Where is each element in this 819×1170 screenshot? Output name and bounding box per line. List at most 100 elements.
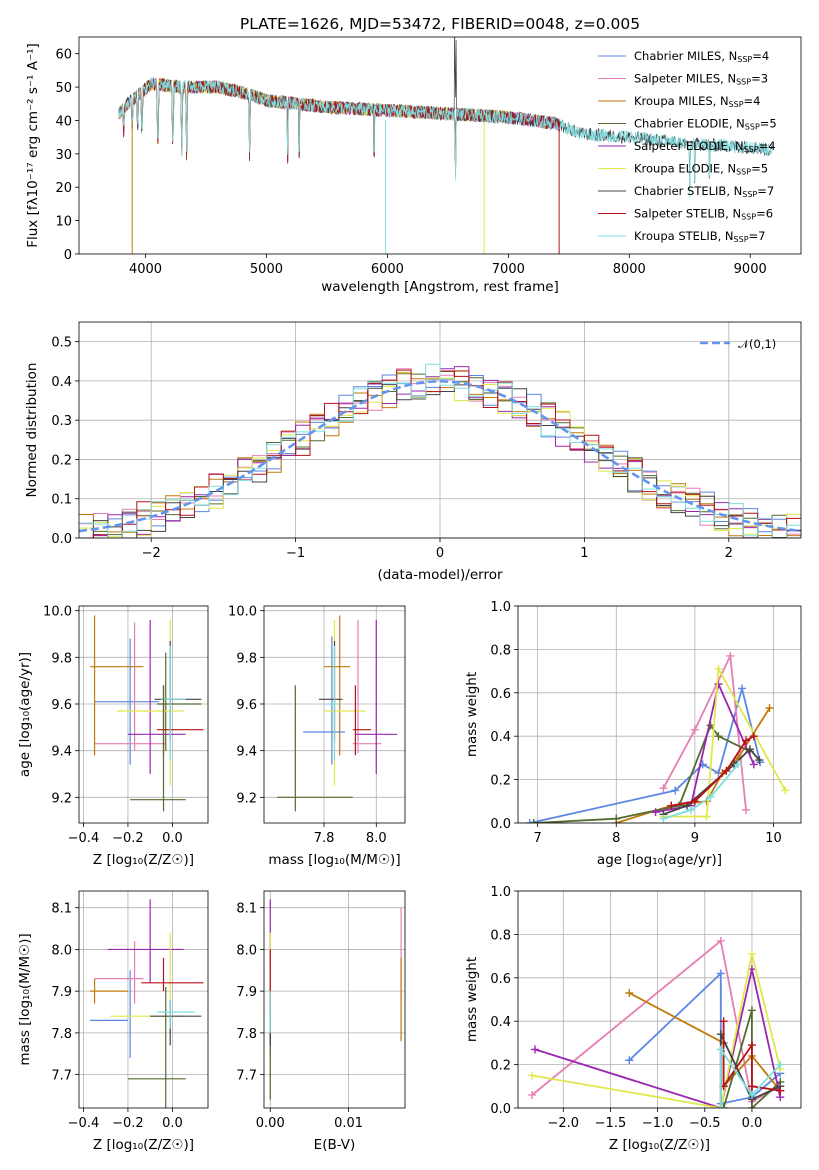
- data-point-marker: [776, 1086, 785, 1095]
- y-tick-label: 0.3: [51, 414, 72, 429]
- age_vs_mass-panel: 7.8 8.0 9.2 9.4 9.6 9.8 10.0 mass [log₁₀(M/M☉)]: [228, 605, 406, 868]
- legend-entry-sub: SSP: [744, 145, 759, 154]
- y-tick-label: 7.8: [236, 1027, 257, 1042]
- x-tick-label: −1: [286, 546, 305, 561]
- y-tick-label: 0.5: [51, 336, 72, 351]
- data-point-marker: [702, 812, 711, 821]
- y-tick-label: 9.8: [236, 651, 257, 666]
- x-tick-label: 8000: [613, 262, 646, 277]
- x-tick-label: −2: [142, 546, 161, 561]
- y-tick-label: 8.0: [236, 943, 257, 958]
- y-axis-label: age [log₁₀(age/yr)]: [17, 652, 33, 777]
- legend-entry-sub: SSP: [734, 235, 749, 244]
- x-axis-label: Z [log₁₀(Z/Z☉)]: [93, 1137, 194, 1153]
- axes-frame: [78, 605, 209, 824]
- legend-entry-name: Kroupa ELODIE, N: [634, 162, 736, 176]
- legend-entry-name: Chabrier MILES, N: [634, 49, 737, 63]
- age_vs_Z-panel: −0.4 −0.2 0.0 9.2 9.4 9.6 9.8 10.0 Z [log₁₀(Z/Z☉…: [17, 605, 209, 868]
- legend-entry-name: Salpeter ELODIE, N: [634, 139, 744, 153]
- y-axis-label: mass weight: [464, 957, 480, 1042]
- legend-entry-suffix: =4: [759, 139, 776, 153]
- data-point-marker: [706, 792, 715, 801]
- y-tick-label: 0.6: [490, 972, 511, 987]
- y-tick-label: 10.0: [43, 605, 72, 620]
- y-tick-label: 9.4: [236, 745, 257, 760]
- legend-entry-name: Chabrier STELIB, N: [634, 184, 742, 198]
- data-point-marker: [719, 1104, 728, 1108]
- data-point-marker: [741, 805, 750, 814]
- x-tick-label: −1.5: [595, 1116, 627, 1131]
- x-tick-label: 0.00: [256, 1116, 285, 1131]
- data-point-marker: [690, 797, 699, 806]
- x-tick-label: −1.0: [642, 1116, 674, 1131]
- data-point-marker: [686, 805, 695, 814]
- legend-entry-suffix: =5: [760, 117, 777, 131]
- x-tick-label: 8: [612, 831, 620, 846]
- data-point-marker: [747, 1006, 756, 1015]
- x-tick-label: −0.2: [112, 831, 144, 846]
- y-axis-label: Normed distribution: [24, 363, 40, 498]
- x-axis-label: Z [log₁₀(Z/Z☉)]: [93, 852, 194, 868]
- histogram-step: [79, 363, 801, 538]
- axes-frame: [78, 890, 209, 1109]
- x-tick-label: 9000: [734, 262, 767, 277]
- mass_vs_ebv-panel: 0.00 0.01 7.7 7.8 7.9 8.0 8.1 E(B-V): [236, 890, 406, 1153]
- legend-entry-suffix: =4: [744, 94, 761, 108]
- y-tick-label: 0.2: [490, 774, 511, 789]
- data-point-marker: [747, 1090, 756, 1099]
- y-axis-label: mass [log₁₀(M/M☉)]: [17, 933, 33, 1065]
- y-tick-label: 8.1: [51, 902, 72, 917]
- data-point-marker: [528, 1071, 537, 1080]
- series-line: [663, 665, 787, 818]
- data-point-marker: [714, 680, 723, 689]
- y-tick-label: 9.6: [236, 698, 257, 713]
- legend-entry-suffix: =7: [749, 229, 766, 243]
- x-tick-label: 7000: [492, 262, 525, 277]
- data-point-marker: [726, 651, 735, 660]
- x-tick-label: −2.0: [547, 1116, 579, 1131]
- y-tick-label: 0.2: [51, 453, 72, 468]
- series-line: [719, 1046, 781, 1108]
- legend-entry-name: Kroupa STELIB, N: [634, 229, 734, 243]
- x-axis-label: (data-model)/error: [377, 567, 503, 583]
- legend-entry-suffix: =5: [751, 162, 768, 176]
- legend-entry-suffix: =3: [751, 72, 768, 86]
- series-line: [529, 684, 761, 823]
- legend-entry: Kroupa MILES, NSSP=4: [634, 94, 760, 109]
- y-tick-label: 7.7: [51, 1069, 72, 1084]
- y-tick-label: 0.4: [490, 730, 511, 745]
- legend-entry-sub: SSP: [736, 78, 751, 87]
- data-point-marker: [714, 732, 723, 741]
- legend-entry-suffix: =6: [756, 207, 773, 221]
- y-tick-label: 0.4: [490, 1015, 511, 1030]
- legend-entry: 𝒩(0,1): [738, 337, 776, 351]
- series-line: [663, 763, 739, 820]
- series-line: [531, 953, 782, 1108]
- data-point-marker: [781, 786, 790, 795]
- data-point-marker: [747, 1082, 756, 1091]
- y-tick-label: 9.8: [51, 651, 72, 666]
- legend-entry-name: Salpeter MILES, N: [634, 72, 736, 86]
- x-tick-label: 5000: [250, 262, 283, 277]
- data-point-marker: [747, 1041, 756, 1050]
- x-tick-label: 0.0: [742, 1116, 763, 1131]
- y-tick-label: 0.0: [490, 1102, 511, 1117]
- y-tick-label: 0.2: [490, 1059, 511, 1074]
- data-point-marker: [745, 745, 754, 754]
- y-tick-label: 8.1: [236, 902, 257, 917]
- data-point-marker: [625, 988, 634, 997]
- data-point-marker: [659, 814, 668, 823]
- x-axis-label: Z [log₁₀(Z/Z☉)]: [609, 1137, 710, 1153]
- y-tick-label: 0.4: [51, 375, 72, 390]
- y-tick-label: 20: [55, 181, 72, 196]
- y-axis-label: mass weight: [464, 672, 480, 757]
- axes-frame: [263, 890, 406, 1109]
- x-tick-label: 0.0: [162, 831, 183, 846]
- figure-title: PLATE=1626, MJD=53472, FIBERID=0048, z=0…: [240, 15, 640, 33]
- x-axis-label: wavelength [Angstrom, rest frame]: [321, 279, 559, 295]
- y-tick-label: 10: [55, 215, 72, 230]
- y-tick-label: 1.0: [490, 600, 511, 615]
- spectrum-panel: 4000 5000 6000 7000 8000 9000 0 10 20 30 40 50 60 wav…: [25, 36, 802, 295]
